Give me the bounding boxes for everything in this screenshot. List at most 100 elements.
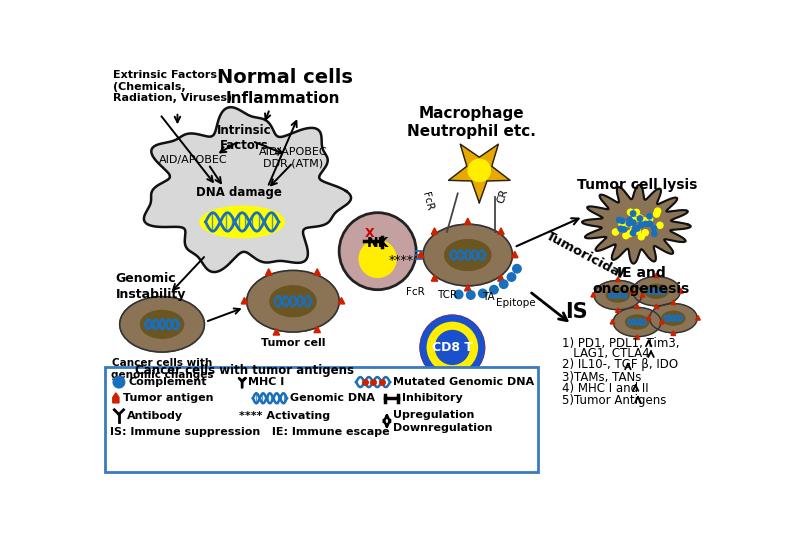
Circle shape [627,217,632,223]
Circle shape [647,214,652,219]
Circle shape [641,217,647,224]
Text: LAG1, CTLA4: LAG1, CTLA4 [562,348,650,360]
Text: AID/APOBEC
DDR (ATM): AID/APOBEC DDR (ATM) [258,147,327,169]
Text: FcR: FcR [420,191,434,211]
Circle shape [468,159,490,182]
Circle shape [420,315,485,380]
Text: Tumor cell lysis: Tumor cell lysis [577,178,698,192]
Circle shape [634,228,641,234]
Ellipse shape [650,303,698,333]
Circle shape [490,286,498,294]
Text: 1) PD1, PDL1, Tim3,: 1) PD1, PDL1, Tim3, [562,336,680,350]
Text: Genomic
Instability: Genomic Instability [116,272,186,301]
Circle shape [435,331,470,364]
Ellipse shape [120,296,205,352]
Circle shape [647,221,653,226]
Circle shape [657,222,663,229]
Text: Complement: Complement [128,377,206,387]
Circle shape [423,318,482,376]
Circle shape [618,226,623,231]
Polygon shape [144,107,351,272]
Text: TA: TA [482,292,495,302]
Ellipse shape [423,224,513,286]
Polygon shape [582,185,690,264]
Text: Genomic DNA: Genomic DNA [290,393,375,403]
Polygon shape [654,273,658,278]
Text: MHC I: MHC I [248,377,285,387]
Polygon shape [591,293,595,297]
Polygon shape [610,319,615,324]
Circle shape [626,231,633,237]
Circle shape [619,220,626,226]
Circle shape [454,290,463,299]
Circle shape [643,221,648,226]
Text: NK: NK [366,237,389,250]
Text: Antibody: Antibody [126,411,182,421]
Circle shape [622,227,626,232]
Text: IS: Immune suppression   IE: Immune escape: IS: Immune suppression IE: Immune escape [110,427,390,437]
Text: TCR: TCR [437,290,457,300]
Text: X: X [365,227,374,240]
Circle shape [654,211,660,217]
Polygon shape [498,228,504,234]
Circle shape [622,221,628,227]
Circle shape [638,234,645,240]
Circle shape [339,213,416,289]
Circle shape [620,218,625,224]
Text: Normal cells: Normal cells [217,68,353,87]
Polygon shape [431,228,438,234]
Circle shape [630,211,636,216]
Circle shape [634,226,640,231]
Text: Downregulation: Downregulation [393,422,493,433]
Text: **** Activating: **** Activating [239,411,330,421]
Polygon shape [635,304,639,309]
Circle shape [507,273,516,281]
Polygon shape [640,293,645,297]
Circle shape [627,221,633,227]
Text: FcR: FcR [406,287,425,297]
Text: IS: IS [565,302,588,322]
Text: Tumoricidal: Tumoricidal [543,229,626,281]
Circle shape [620,223,626,229]
Text: AID/APOBEC: AID/APOBEC [158,155,227,165]
Ellipse shape [633,277,680,306]
Circle shape [642,220,648,226]
Text: Epitope: Epitope [496,298,536,308]
Ellipse shape [445,240,491,270]
Polygon shape [615,277,620,281]
Polygon shape [338,297,345,304]
Polygon shape [659,319,664,324]
Polygon shape [635,335,639,339]
Text: Tumor cell: Tumor cell [261,338,326,348]
Text: Intrinsic
Factors: Intrinsic Factors [217,124,272,152]
Circle shape [359,240,396,277]
Polygon shape [678,288,683,293]
Circle shape [613,229,618,235]
Polygon shape [273,328,280,335]
Polygon shape [449,144,510,203]
Circle shape [513,264,521,273]
Polygon shape [646,316,651,320]
Ellipse shape [662,311,685,325]
Text: Macrophage
Neutrophil etc.: Macrophage Neutrophil etc. [407,106,536,139]
Text: Cancer cells with tumor antigens: Cancer cells with tumor antigens [135,364,354,378]
Text: 4) MHC I and II: 4) MHC I and II [562,382,649,395]
Circle shape [627,209,634,215]
Ellipse shape [246,270,339,332]
Polygon shape [465,285,471,291]
Text: Upregulation: Upregulation [393,410,474,420]
Text: Tumor antigen: Tumor antigen [122,393,214,403]
Polygon shape [113,393,119,403]
Polygon shape [630,288,634,293]
Polygon shape [498,274,504,281]
Text: CD8 T: CD8 T [432,341,473,354]
Ellipse shape [141,310,184,338]
Circle shape [499,280,508,288]
Circle shape [651,225,657,231]
Polygon shape [671,300,676,305]
Circle shape [651,231,657,237]
Circle shape [634,209,639,215]
Polygon shape [314,326,321,333]
Circle shape [639,222,644,227]
Text: Extrinsic Factors
(Chemicals,
Radiation, Viruses): Extrinsic Factors (Chemicals, Radiation,… [113,70,232,104]
